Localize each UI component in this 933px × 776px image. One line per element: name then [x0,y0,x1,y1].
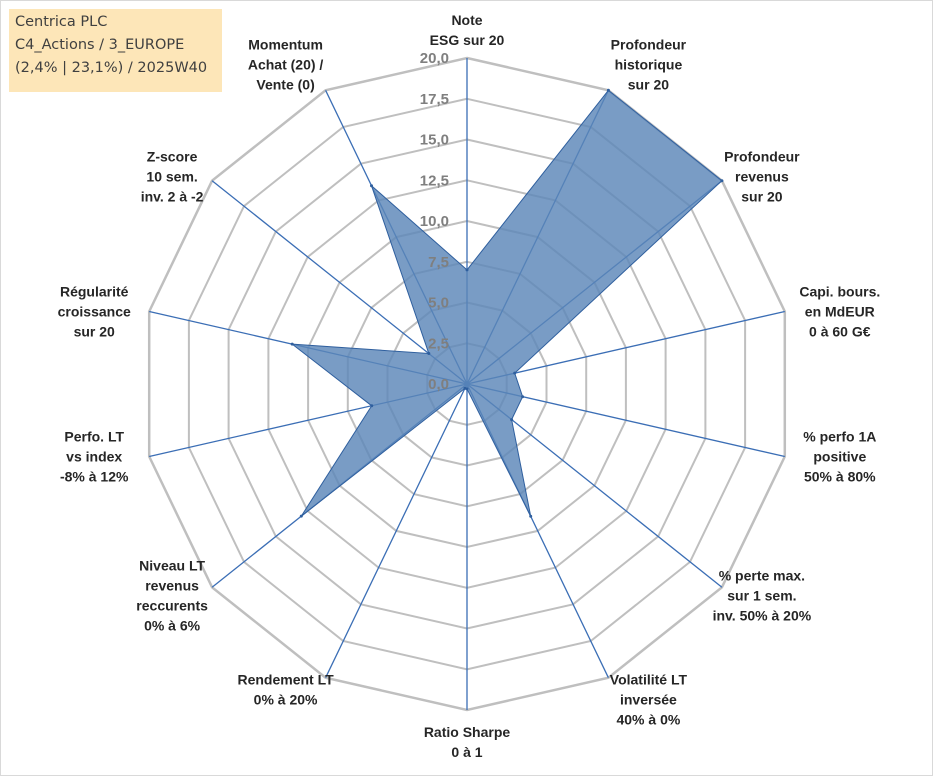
axis-label-7: Ratio Sharpe 0 à 1 [424,724,511,760]
axis-label-12: Z-score 10 sem. inv. 2 à -2 [141,149,204,205]
axis-label-line: % perte max. [719,567,805,583]
data-point-9 [299,514,303,518]
axis-label-line: en MdEUR [805,304,875,320]
tick-label: 0,0 [428,376,449,393]
data-point-5 [510,418,514,422]
axis-label-line: Note [451,12,482,28]
axis-label-line: vs index [66,449,122,465]
data-point-2 [720,179,724,183]
axis-label-line: revenus [735,169,789,185]
data-point-10 [370,404,374,408]
axis-label-1: Profondeur historique sur 20 [611,36,687,92]
tick-label: 12,5 [420,172,449,189]
axis-label-3: Capi. bours. en MdEUR 0 à 60 G€ [799,284,880,340]
axis-label-line: -8% à 12% [60,469,129,485]
range-and-week: (2,4% | 23,1%) / 2025W40 [15,60,208,76]
data-point-11 [290,342,294,346]
axis-label-4: % perfo 1A positive 50% à 80% [803,429,876,485]
axis-label-line: Momentum [248,36,323,52]
data-point-4 [521,395,525,399]
axis-label-line: 0 à 1 [451,744,482,760]
axis-label-line: 50% à 80% [804,469,876,485]
axis-label-line: ESG sur 20 [430,32,505,48]
axis-label-line: Ratio Sharpe [424,724,511,740]
axis-label-line: inv. 2 à -2 [141,189,204,205]
tick-label: 10,0 [420,213,449,230]
axis-label-line: Profondeur [724,149,800,165]
data-point-12 [427,352,431,355]
axis-label-11: Régularité croissance sur 20 [58,284,131,340]
axis-label-line: croissance [58,304,131,320]
info-box: Centrica PLC C4_Actions / 3_EUROPE (2,4%… [9,9,222,92]
axis-label-line: Achat (20) / [248,56,324,72]
axis-label-line: sur 20 [741,189,782,205]
data-point-1 [606,88,610,92]
axis-label-line: Niveau LT [139,557,205,573]
axis-label-line: sur 20 [628,76,669,92]
axis-label-2: Profondeur revenus sur 20 [724,149,800,205]
axis-label-line: 0% à 20% [254,692,318,708]
tick-label: 20,0 [420,50,449,67]
axis-label-line: Volatilité LT [610,672,688,688]
axis-label-line: Z-score [147,149,198,165]
axis-label-line: Profondeur [611,36,687,52]
axis-label-line: 0% à 6% [144,617,201,633]
radar-series [290,88,724,518]
axis-label-6: Volatilité LT inversée 40% à 0% [610,672,688,728]
axis-label-9: Niveau LT revenus reccurents 0% à 6% [136,557,208,633]
tick-label: 17,5 [420,91,449,108]
data-point-3 [513,371,517,375]
portfolio-category: C4_Actions / 3_EUROPE [15,37,185,53]
spoke-3 [466,310,785,385]
axis-label-line: historique [615,56,683,72]
axis-label-10: Perfo. LT vs index -8% à 12% [60,429,129,485]
axis-label-line: reccurents [136,597,208,613]
data-point-6 [529,514,533,518]
axis-label-line: inv. 50% à 20% [713,607,812,623]
axis-label-line: sur 20 [74,324,115,340]
spoke-12 [211,180,468,385]
axis-label-13: Momentum Achat (20) / Vente (0) [248,36,324,92]
tick-label: 15,0 [420,132,449,149]
data-point-13 [370,184,373,188]
axis-label-line: Capi. bours. [799,284,880,300]
axis-label-line: Régularité [60,284,129,300]
axis-labels: Note ESG sur 20 Profondeur historique sur 20… [58,12,881,760]
axis-label-0: Note ESG sur 20 [430,12,505,48]
tick-label: 5,0 [428,295,449,312]
axis-label-line: Perfo. LT [64,429,124,445]
axis-label-line: revenus [145,577,199,593]
axis-label-line: Vente (0) [256,76,314,92]
radial-tick-labels: 0,0 2,5 5,0 7,5 10,0 12,5 15,0 17,5 20,0 [420,50,449,393]
axis-label-line: 40% à 0% [616,712,680,728]
axis-label-line: % perfo 1A [803,429,876,445]
axis-label-5: % perte max. sur 1 sem. inv. 50% à 20% [713,567,812,623]
axis-label-line: 0 à 60 G€ [809,324,871,340]
axis-label-line: positive [813,449,866,465]
company-name: Centrica PLC [15,14,108,30]
axis-label-line: 10 sem. [146,169,197,185]
axis-label-line: Rendement LT [237,672,334,688]
axis-label-line: sur 1 sem. [727,587,796,603]
data-point-8 [463,386,467,390]
axis-label-8: Rendement LT 0% à 20% [237,672,334,708]
axis-label-line: inversée [620,692,677,708]
tick-label: 7,5 [428,254,449,271]
data-point-0 [465,268,469,272]
tick-label: 2,5 [428,335,449,352]
spoke-8 [325,383,468,678]
